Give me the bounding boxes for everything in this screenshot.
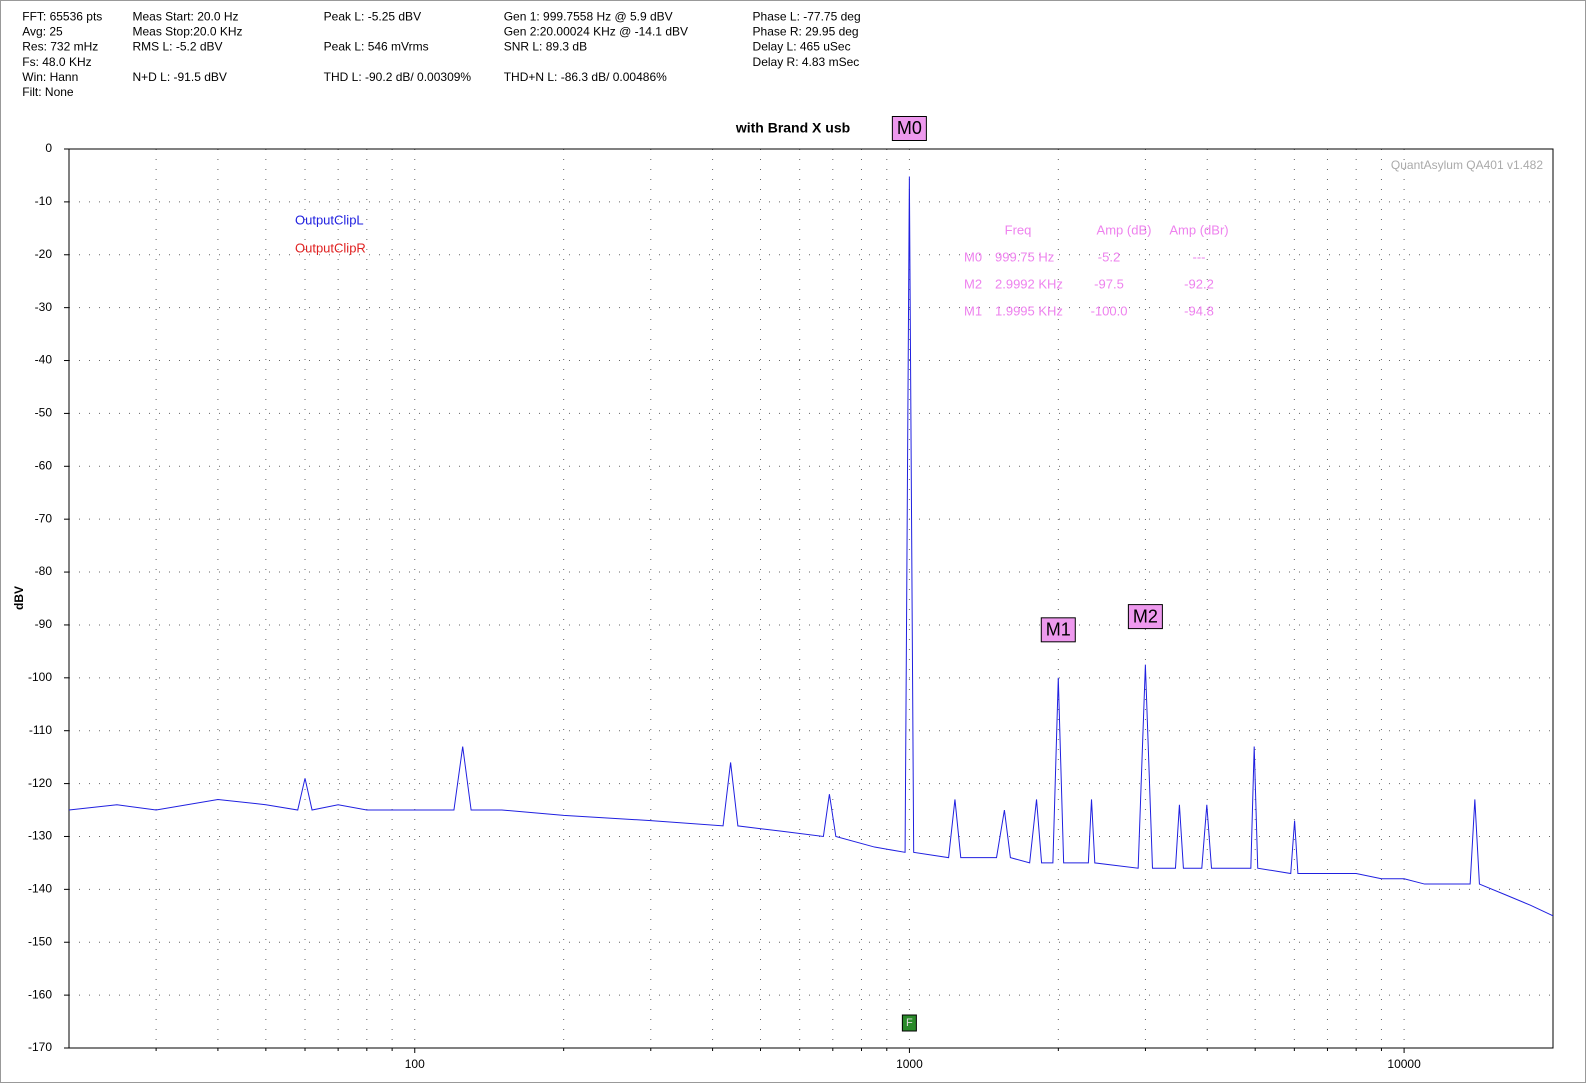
y-tick-label: -170: [28, 1040, 52, 1054]
table-cell: M2: [964, 276, 982, 291]
y-tick-label: -80: [35, 564, 53, 578]
legend-entry: OutputClipL: [295, 212, 364, 227]
header-stat: Meas Start: 20.0 Hz: [133, 9, 239, 23]
header-stat: Gen 1: 999.7558 Hz @ 5.9 dBV: [504, 9, 673, 23]
chart-title: with Brand X usb: [735, 120, 850, 136]
header-stat: Res: 732 mHz: [22, 40, 98, 54]
y-tick-label: -60: [35, 458, 53, 472]
y-tick-label: -110: [29, 723, 52, 737]
x-tick-label: 100: [405, 1057, 425, 1071]
marker-box: [1040, 617, 1076, 643]
header-stat: Delay R: 4.83 mSec: [753, 55, 860, 69]
header-stat: Delay L: 465 uSec: [753, 40, 851, 54]
header-stat: SNR L: 89.3 dB: [504, 40, 587, 54]
marker-box: [1127, 604, 1163, 630]
plot-frame: [68, 148, 1554, 1049]
table-cell: -94.8: [1184, 303, 1214, 318]
marker-box: [891, 115, 927, 141]
header-stat: Win: Hann: [22, 70, 78, 84]
header-stat: Avg: 25: [22, 25, 63, 39]
generator-marker: [901, 1014, 917, 1032]
header-stat: Peak L: -5.25 dBV: [324, 9, 421, 23]
y-tick-label: -140: [28, 882, 52, 896]
table-cell: M0: [964, 249, 982, 264]
watermark: QuantAsylum QA401 v1.482: [1391, 158, 1543, 172]
table-header: Freq: [1005, 222, 1032, 237]
table-cell: -5.2: [1098, 249, 1120, 264]
table-cell: M1: [964, 303, 982, 318]
y-tick-label: -150: [28, 934, 52, 948]
header-stat: Phase R: 29.95 deg: [753, 25, 859, 39]
table-cell: 2.9992 KHz: [995, 276, 1063, 291]
table-cell: ---: [1193, 249, 1206, 264]
generator-marker-label: F: [906, 1017, 913, 1029]
table-cell: -100.0: [1091, 303, 1128, 318]
marker-label: M1: [1046, 620, 1071, 640]
y-tick-label: -120: [28, 776, 52, 790]
legend-entry: OutputClipR: [295, 240, 366, 255]
header-stat: FFT: 65536 pts: [22, 9, 102, 23]
header-stat: Phase L: -77.75 deg: [753, 9, 861, 23]
y-tick-label: -160: [28, 987, 52, 1001]
spectrum-line: [68, 176, 1554, 917]
header-stat: N+D L: -91.5 dBV: [133, 70, 227, 84]
table-cell: 1.9995 KHz: [995, 303, 1063, 318]
y-tick-label: -40: [35, 353, 53, 367]
header-stat: Filt: None: [22, 85, 74, 99]
header-stat: Peak L: 546 mVrms: [324, 40, 429, 54]
table-cell: -97.5: [1094, 276, 1124, 291]
x-tick-label: 10000: [1387, 1057, 1421, 1071]
table-header: Amp (dBr): [1169, 222, 1228, 237]
y-tick-label: -50: [35, 406, 53, 420]
table-cell: 999.75 Hz: [995, 249, 1054, 264]
header-stat: THD L: -90.2 dB/ 0.00309%: [324, 70, 472, 84]
y-tick-label: -70: [35, 511, 53, 525]
y-tick-label: -130: [28, 829, 52, 843]
y-tick-label: -20: [35, 247, 53, 261]
header-stat: Meas Stop:20.0 KHz: [133, 25, 243, 39]
table-header: Amp (dB): [1097, 222, 1152, 237]
y-tick-label: -90: [35, 617, 53, 631]
y-tick-label: 0: [45, 141, 52, 155]
header-stat: THD+N L: -86.3 dB/ 0.00486%: [504, 70, 667, 84]
table-cell: -92.2: [1184, 276, 1214, 291]
marker-label: M0: [897, 118, 922, 138]
y-tick-label: -10: [35, 194, 53, 208]
y-tick-label: -30: [35, 300, 53, 314]
header-stat: RMS L: -5.2 dBV: [133, 40, 223, 54]
marker-label: M2: [1133, 606, 1158, 626]
header-stat: Fs: 48.0 KHz: [22, 55, 91, 69]
y-tick-label: -100: [28, 670, 52, 684]
y-axis-label: dBV: [12, 586, 26, 610]
x-tick-label: 1000: [896, 1057, 923, 1071]
header-stat: Gen 2:20.00024 KHz @ -14.1 dBV: [504, 25, 688, 39]
